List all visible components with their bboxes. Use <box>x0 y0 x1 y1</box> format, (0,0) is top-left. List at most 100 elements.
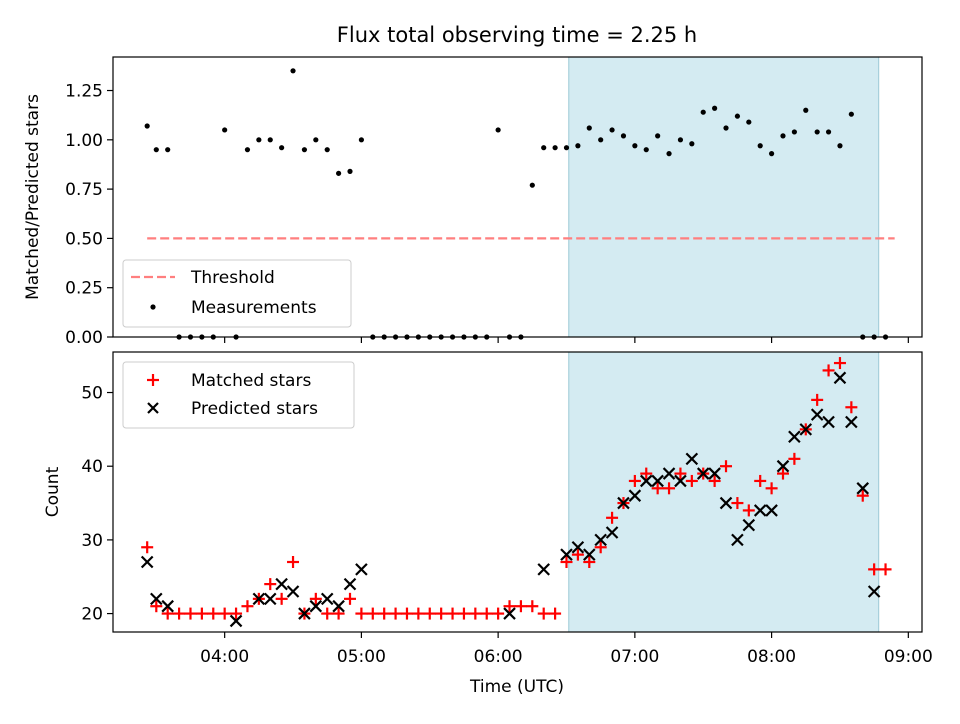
measurement-point <box>655 133 661 139</box>
matched-star-point <box>788 452 801 465</box>
matched-star-point <box>708 474 721 487</box>
measurement-point <box>768 151 775 157</box>
matched-star-point <box>469 607 482 620</box>
matched-star-point <box>868 563 881 576</box>
predicted-star-point <box>799 423 813 436</box>
matched-star-point <box>856 489 869 502</box>
top-y-tick-label: 0.75 <box>65 180 103 200</box>
matched-star-point <box>378 607 391 620</box>
predicted-star-point <box>617 496 630 510</box>
predicted-star-point <box>788 430 801 444</box>
matched-star-point <box>218 607 231 620</box>
matched-star-point <box>822 364 835 377</box>
measurement-point <box>666 151 672 157</box>
measurement-point <box>347 168 353 174</box>
top-x-axis-ticks <box>224 337 909 343</box>
top-axes-frame <box>112 56 923 338</box>
measurement-point <box>598 137 604 143</box>
matched-star-point <box>355 607 368 620</box>
measurement-point <box>780 133 786 139</box>
matched-star-point <box>594 541 607 554</box>
predicted-star-point <box>674 474 687 488</box>
bottom-y-tick-label: 20 <box>81 605 103 625</box>
top-y-axis-label: Matched/Predicted stars <box>23 94 43 300</box>
measurement-point <box>746 119 752 125</box>
measurement-point <box>632 143 638 149</box>
top-y-axis-ticks: 0.00 0.25 0.50 0.75 1.00 1.25 <box>65 82 113 348</box>
measurement-point <box>803 107 809 113</box>
matched-star-point <box>287 556 300 568</box>
measurement-point <box>712 105 718 111</box>
measurement-point <box>723 125 729 131</box>
matched-star-point <box>583 556 596 568</box>
predicted-star-point <box>731 533 744 547</box>
predicted-star-point <box>742 518 756 532</box>
measurement-point <box>336 170 342 176</box>
measurement-point <box>541 145 547 151</box>
predicted-star-point <box>150 592 163 606</box>
matched-star-point <box>845 401 858 414</box>
bottom-x-axis-ticks: 04:00 05:00 06:00 07:00 08:00 09:00 <box>200 632 933 667</box>
bottom-y-axis-label: Count <box>43 466 63 517</box>
matched-star-point <box>514 600 527 613</box>
measurement-point <box>529 182 535 188</box>
matched-star-point <box>833 357 846 370</box>
measurement-point <box>848 111 854 117</box>
legend-matched-swatch <box>147 374 159 386</box>
matched-star-point <box>332 607 345 620</box>
matched-star-point <box>184 607 197 620</box>
predicted-star-point <box>822 415 835 429</box>
measurement-point <box>256 137 262 143</box>
predicted-star-point <box>753 504 767 517</box>
matched-star-point <box>742 504 755 517</box>
matched-star-point <box>423 607 436 620</box>
measurement-point <box>563 145 570 151</box>
matched-star-point <box>321 607 334 620</box>
bottom-y-tick-label: 40 <box>81 457 103 477</box>
predicted-star-point <box>343 577 357 591</box>
predicted-star-point <box>845 415 858 429</box>
matched-star-point <box>241 600 254 613</box>
top-legend: Threshold Measurements <box>122 259 352 328</box>
matched-star-point <box>207 607 220 620</box>
chart-title: Flux total observing time = 2.25 h <box>337 23 697 47</box>
legend-predicted-label: Predicted stars <box>191 399 318 419</box>
predicted-star-point <box>639 474 653 488</box>
top-y-tick-label: 0.00 <box>65 328 103 348</box>
matched-star-point <box>435 607 448 620</box>
predicted-star-point <box>332 599 345 613</box>
matched-star-point <box>389 607 402 620</box>
bottom-y-tick-label: 50 <box>81 384 103 404</box>
predicted-star-point <box>355 563 368 576</box>
matched-star-point <box>446 607 459 620</box>
bottom-y-tick-label: 30 <box>81 531 103 551</box>
bottom-y-axis-ticks: 20 30 40 50 <box>81 384 113 625</box>
predicted-star-point <box>503 607 516 620</box>
predicted-star-point <box>867 585 881 598</box>
measurement-point <box>620 133 627 139</box>
matched-star-point <box>366 607 379 620</box>
matched-star-point <box>344 592 357 605</box>
measurement-point <box>825 129 832 135</box>
predicted-star-point <box>140 555 154 569</box>
matched-star-point <box>457 607 470 620</box>
matched-star-point <box>412 607 425 620</box>
matched-star-point <box>173 607 186 620</box>
matched-star-point <box>663 482 676 495</box>
predicted-star-point <box>594 533 607 547</box>
matched-star-point <box>811 393 824 406</box>
matched-star-point <box>560 556 573 568</box>
top-y-tick-label: 0.50 <box>65 229 103 249</box>
predicted-star-point <box>696 467 710 480</box>
predicted-star-point <box>298 607 311 620</box>
legend-matched-label: Matched stars <box>191 371 311 391</box>
matched-star-point <box>754 474 767 487</box>
predicted-star-point <box>309 599 323 613</box>
x-tick-label: 04:00 <box>200 647 249 667</box>
x-axis-label: Time (UTC) <box>469 677 564 697</box>
legend-predicted-swatch <box>147 402 159 414</box>
predicted-star-point <box>765 504 778 517</box>
measurement-point <box>609 127 615 133</box>
